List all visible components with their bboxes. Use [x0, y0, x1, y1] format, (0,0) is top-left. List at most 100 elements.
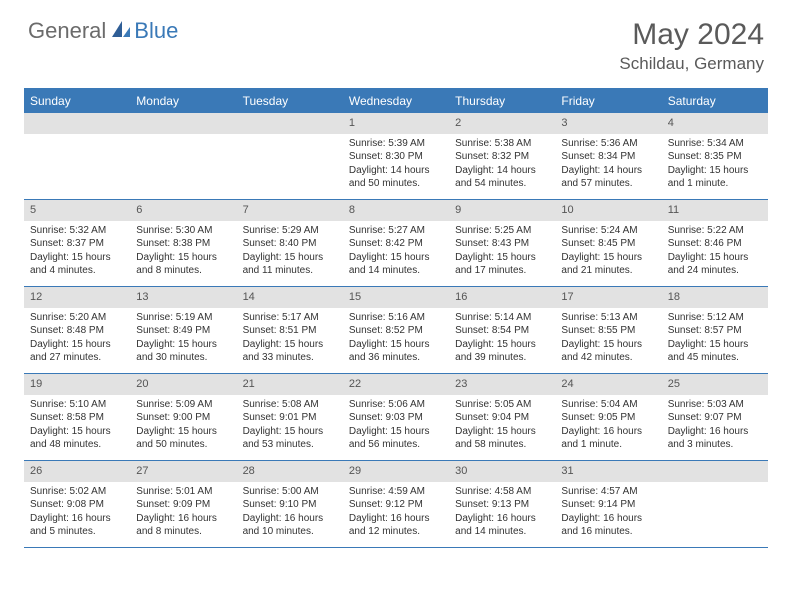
daylight-line: Daylight: 16 hours and 3 minutes.	[668, 425, 762, 452]
day-number: 17	[555, 287, 661, 308]
day-cell: 19Sunrise: 5:10 AMSunset: 8:58 PMDayligh…	[24, 374, 130, 460]
brand-text-general: General	[28, 18, 106, 44]
sunset-line: Sunset: 9:04 PM	[455, 411, 549, 425]
day-cell: 22Sunrise: 5:06 AMSunset: 9:03 PMDayligh…	[343, 374, 449, 460]
sunrise-line: Sunrise: 5:29 AM	[243, 224, 337, 238]
day-number: 13	[130, 287, 236, 308]
day-cell: 12Sunrise: 5:20 AMSunset: 8:48 PMDayligh…	[24, 287, 130, 373]
sunset-line: Sunset: 8:57 PM	[668, 324, 762, 338]
day-body: Sunrise: 5:22 AMSunset: 8:46 PMDaylight:…	[662, 221, 768, 282]
sunset-line: Sunset: 8:54 PM	[455, 324, 549, 338]
daylight-line: Daylight: 16 hours and 10 minutes.	[243, 512, 337, 539]
sunrise-line: Sunrise: 5:09 AM	[136, 398, 230, 412]
sunrise-line: Sunrise: 5:12 AM	[668, 311, 762, 325]
day-number: 28	[237, 461, 343, 482]
sunset-line: Sunset: 9:07 PM	[668, 411, 762, 425]
day-cell: 6Sunrise: 5:30 AMSunset: 8:38 PMDaylight…	[130, 200, 236, 286]
sunrise-line: Sunrise: 5:08 AM	[243, 398, 337, 412]
daylight-line: Daylight: 14 hours and 57 minutes.	[561, 164, 655, 191]
day-cell: 15Sunrise: 5:16 AMSunset: 8:52 PMDayligh…	[343, 287, 449, 373]
day-number: 12	[24, 287, 130, 308]
daylight-line: Daylight: 15 hours and 11 minutes.	[243, 251, 337, 278]
daylight-line: Daylight: 15 hours and 36 minutes.	[349, 338, 443, 365]
sunset-line: Sunset: 8:46 PM	[668, 237, 762, 251]
day-of-week-row: SundayMondayTuesdayWednesdayThursdayFrid…	[24, 89, 768, 113]
brand-text-blue: Blue	[134, 18, 178, 44]
sunset-line: Sunset: 8:35 PM	[668, 150, 762, 164]
location-text: Schildau, Germany	[619, 54, 764, 74]
day-cell: 9Sunrise: 5:25 AMSunset: 8:43 PMDaylight…	[449, 200, 555, 286]
dow-cell: Monday	[130, 89, 236, 113]
sunrise-line: Sunrise: 5:05 AM	[455, 398, 549, 412]
day-body: Sunrise: 5:08 AMSunset: 9:01 PMDaylight:…	[237, 395, 343, 456]
day-body: Sunrise: 5:34 AMSunset: 8:35 PMDaylight:…	[662, 134, 768, 195]
day-cell: 7Sunrise: 5:29 AMSunset: 8:40 PMDaylight…	[237, 200, 343, 286]
sunset-line: Sunset: 8:42 PM	[349, 237, 443, 251]
daylight-line: Daylight: 15 hours and 14 minutes.	[349, 251, 443, 278]
daylight-line: Daylight: 15 hours and 45 minutes.	[668, 338, 762, 365]
day-cell: 24Sunrise: 5:04 AMSunset: 9:05 PMDayligh…	[555, 374, 661, 460]
sunrise-line: Sunrise: 5:03 AM	[668, 398, 762, 412]
sunset-line: Sunset: 8:30 PM	[349, 150, 443, 164]
sunrise-line: Sunrise: 5:02 AM	[30, 485, 124, 499]
day-cell: 1Sunrise: 5:39 AMSunset: 8:30 PMDaylight…	[343, 113, 449, 199]
day-number: 23	[449, 374, 555, 395]
day-body: Sunrise: 5:20 AMSunset: 8:48 PMDaylight:…	[24, 308, 130, 369]
day-cell: 8Sunrise: 5:27 AMSunset: 8:42 PMDaylight…	[343, 200, 449, 286]
day-cell: 11Sunrise: 5:22 AMSunset: 8:46 PMDayligh…	[662, 200, 768, 286]
sunrise-line: Sunrise: 5:10 AM	[30, 398, 124, 412]
sunrise-line: Sunrise: 5:36 AM	[561, 137, 655, 151]
week-row: 19Sunrise: 5:10 AMSunset: 8:58 PMDayligh…	[24, 374, 768, 461]
daylight-line: Daylight: 15 hours and 42 minutes.	[561, 338, 655, 365]
sunset-line: Sunset: 8:38 PM	[136, 237, 230, 251]
sunset-line: Sunset: 9:09 PM	[136, 498, 230, 512]
day-number-empty	[24, 113, 130, 134]
dow-cell: Thursday	[449, 89, 555, 113]
sunset-line: Sunset: 9:00 PM	[136, 411, 230, 425]
day-body: Sunrise: 5:10 AMSunset: 8:58 PMDaylight:…	[24, 395, 130, 456]
day-body: Sunrise: 5:30 AMSunset: 8:38 PMDaylight:…	[130, 221, 236, 282]
sunrise-line: Sunrise: 5:22 AM	[668, 224, 762, 238]
day-body: Sunrise: 5:00 AMSunset: 9:10 PMDaylight:…	[237, 482, 343, 543]
sunset-line: Sunset: 8:55 PM	[561, 324, 655, 338]
day-cell: 25Sunrise: 5:03 AMSunset: 9:07 PMDayligh…	[662, 374, 768, 460]
day-body: Sunrise: 5:06 AMSunset: 9:03 PMDaylight:…	[343, 395, 449, 456]
daylight-line: Daylight: 16 hours and 12 minutes.	[349, 512, 443, 539]
sunrise-line: Sunrise: 5:00 AM	[243, 485, 337, 499]
day-cell: 4Sunrise: 5:34 AMSunset: 8:35 PMDaylight…	[662, 113, 768, 199]
sunrise-line: Sunrise: 5:24 AM	[561, 224, 655, 238]
day-number: 30	[449, 461, 555, 482]
day-body: Sunrise: 5:29 AMSunset: 8:40 PMDaylight:…	[237, 221, 343, 282]
day-body: Sunrise: 5:17 AMSunset: 8:51 PMDaylight:…	[237, 308, 343, 369]
day-cell	[130, 113, 236, 199]
week-row: 12Sunrise: 5:20 AMSunset: 8:48 PMDayligh…	[24, 287, 768, 374]
day-cell: 14Sunrise: 5:17 AMSunset: 8:51 PMDayligh…	[237, 287, 343, 373]
day-body: Sunrise: 5:03 AMSunset: 9:07 PMDaylight:…	[662, 395, 768, 456]
week-row: 26Sunrise: 5:02 AMSunset: 9:08 PMDayligh…	[24, 461, 768, 548]
daylight-line: Daylight: 15 hours and 33 minutes.	[243, 338, 337, 365]
daylight-line: Daylight: 15 hours and 4 minutes.	[30, 251, 124, 278]
sunrise-line: Sunrise: 5:16 AM	[349, 311, 443, 325]
day-number: 1	[343, 113, 449, 134]
day-body: Sunrise: 5:09 AMSunset: 9:00 PMDaylight:…	[130, 395, 236, 456]
sunset-line: Sunset: 8:37 PM	[30, 237, 124, 251]
day-body: Sunrise: 5:14 AMSunset: 8:54 PMDaylight:…	[449, 308, 555, 369]
sunrise-line: Sunrise: 5:17 AM	[243, 311, 337, 325]
sunrise-line: Sunrise: 5:39 AM	[349, 137, 443, 151]
day-cell: 21Sunrise: 5:08 AMSunset: 9:01 PMDayligh…	[237, 374, 343, 460]
sunset-line: Sunset: 9:12 PM	[349, 498, 443, 512]
sunrise-line: Sunrise: 5:01 AM	[136, 485, 230, 499]
day-cell: 27Sunrise: 5:01 AMSunset: 9:09 PMDayligh…	[130, 461, 236, 547]
day-number: 14	[237, 287, 343, 308]
day-body: Sunrise: 5:13 AMSunset: 8:55 PMDaylight:…	[555, 308, 661, 369]
sunset-line: Sunset: 9:14 PM	[561, 498, 655, 512]
daylight-line: Daylight: 15 hours and 39 minutes.	[455, 338, 549, 365]
sunrise-line: Sunrise: 5:30 AM	[136, 224, 230, 238]
day-number: 5	[24, 200, 130, 221]
sunrise-line: Sunrise: 5:34 AM	[668, 137, 762, 151]
day-cell: 17Sunrise: 5:13 AMSunset: 8:55 PMDayligh…	[555, 287, 661, 373]
month-title: May 2024	[619, 18, 764, 52]
day-cell: 20Sunrise: 5:09 AMSunset: 9:00 PMDayligh…	[130, 374, 236, 460]
sunset-line: Sunset: 9:10 PM	[243, 498, 337, 512]
day-cell: 18Sunrise: 5:12 AMSunset: 8:57 PMDayligh…	[662, 287, 768, 373]
